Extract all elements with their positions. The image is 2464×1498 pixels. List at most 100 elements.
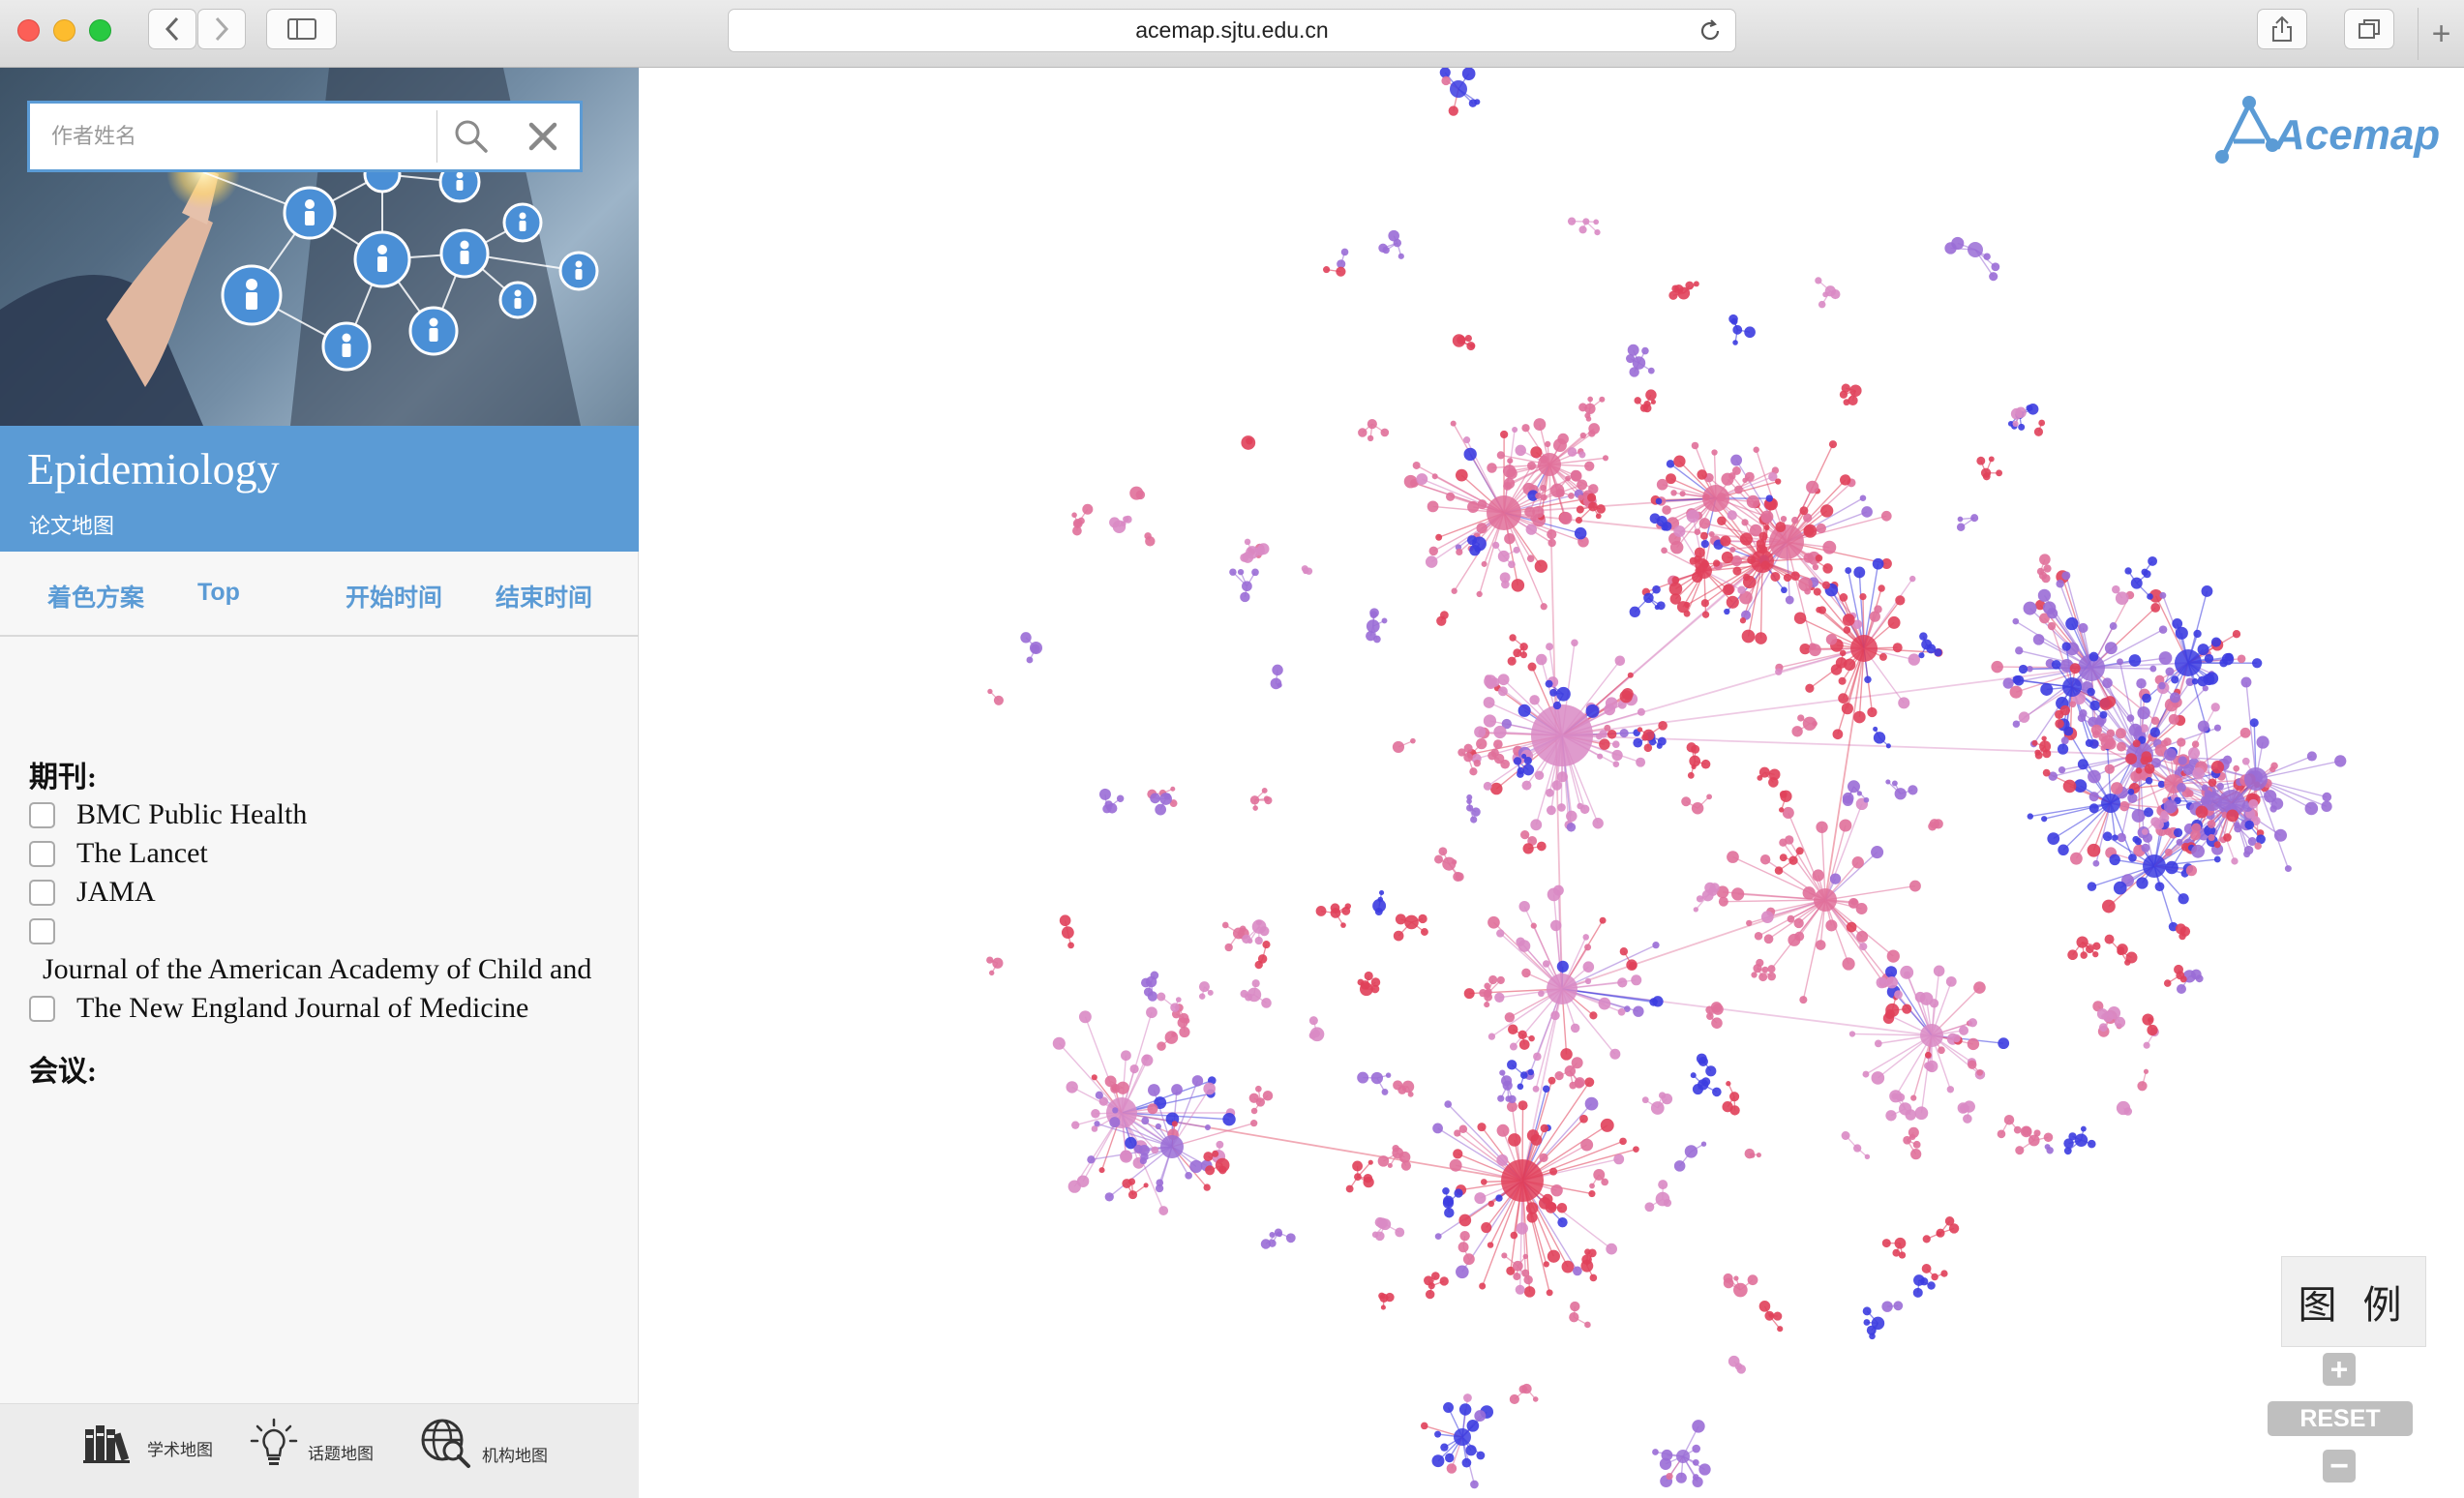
paper-node[interactable] — [1476, 737, 1487, 750]
paper-node[interactable] — [1671, 576, 1680, 584]
paper-node[interactable] — [1747, 555, 1757, 565]
paper-node[interactable] — [1661, 547, 1668, 554]
paper-node[interactable] — [2102, 677, 2113, 689]
paper-node[interactable] — [1894, 1237, 1907, 1249]
paper-node[interactable] — [1369, 611, 1378, 618]
paper-node[interactable] — [2197, 675, 2209, 687]
paper-node[interactable] — [1580, 1259, 1594, 1273]
paper-node[interactable] — [1718, 896, 1728, 907]
journal-checkbox[interactable] — [29, 801, 55, 828]
paper-node[interactable] — [1753, 964, 1762, 974]
paper-node[interactable] — [2047, 621, 2057, 631]
paper-node[interactable] — [1476, 1451, 1486, 1460]
paper-node[interactable] — [1547, 974, 1578, 1004]
paper-node[interactable] — [1839, 390, 1848, 399]
paper-node[interactable] — [1602, 455, 1609, 462]
paper-node[interactable] — [1670, 490, 1677, 496]
paper-node[interactable] — [1454, 1428, 1471, 1446]
paper-node[interactable] — [1263, 795, 1270, 802]
paper-node[interactable] — [1484, 674, 1497, 688]
paper-node[interactable] — [1513, 1273, 1521, 1280]
legend-button[interactable]: 图 例 — [2281, 1256, 2426, 1347]
zoom-out-button[interactable]: − — [2323, 1450, 2356, 1483]
paper-node[interactable] — [1802, 716, 1818, 731]
paper-node[interactable] — [1769, 524, 1804, 559]
paper-node[interactable] — [2076, 936, 2088, 948]
paper-node[interactable] — [1403, 474, 1418, 489]
paper-node[interactable] — [1116, 794, 1125, 802]
paper-node[interactable] — [1496, 975, 1505, 984]
paper-node[interactable] — [1357, 978, 1365, 986]
paper-node[interactable] — [1076, 1175, 1090, 1187]
paper-node[interactable] — [1912, 1287, 1923, 1298]
paper-node[interactable] — [1439, 68, 1451, 78]
paper-node[interactable] — [1878, 584, 1885, 592]
paper-node[interactable] — [1255, 1085, 1262, 1093]
paper-node[interactable] — [1676, 601, 1690, 614]
paper-node[interactable] — [1647, 367, 1655, 374]
paper-node[interactable] — [1527, 461, 1536, 470]
paper-node[interactable] — [1873, 726, 1878, 732]
paper-node[interactable] — [1856, 930, 1869, 943]
paper-node[interactable] — [2116, 1100, 2131, 1116]
back-button[interactable] — [148, 9, 196, 49]
paper-node[interactable] — [1506, 1266, 1516, 1275]
paper-node[interactable] — [1842, 614, 1855, 626]
paper-node[interactable] — [1733, 1275, 1739, 1281]
paper-node[interactable] — [1129, 486, 1144, 500]
paper-node[interactable] — [1521, 1269, 1530, 1277]
paper-node[interactable] — [1595, 513, 1602, 520]
paper-node[interactable] — [1232, 927, 1245, 940]
paper-node[interactable] — [2154, 882, 2165, 892]
paper-node[interactable] — [1676, 1450, 1690, 1463]
paper-node[interactable] — [1876, 976, 1888, 989]
paper-node[interactable] — [1336, 266, 1346, 277]
paper-node[interactable] — [1655, 497, 1663, 505]
paper-node[interactable] — [1427, 1282, 1435, 1290]
paper-node[interactable] — [1645, 389, 1657, 401]
paper-node[interactable] — [2233, 764, 2240, 772]
paper-node[interactable] — [1919, 992, 1934, 1005]
paper-node[interactable] — [1654, 604, 1660, 611]
paper-node[interactable] — [2191, 740, 2200, 748]
paper-node[interactable] — [1121, 1050, 1131, 1062]
paper-node[interactable] — [1501, 1159, 1544, 1202]
paper-node[interactable] — [2069, 701, 2077, 708]
paper-node[interactable] — [1694, 547, 1705, 558]
paper-node[interactable] — [1652, 996, 1664, 1007]
paper-node[interactable] — [1881, 1239, 1891, 1248]
paper-node[interactable] — [1625, 353, 1636, 364]
paper-node[interactable] — [1764, 1310, 1775, 1321]
paper-node[interactable] — [1594, 228, 1601, 236]
paper-node[interactable] — [1494, 992, 1505, 1003]
paper-node[interactable] — [1501, 1252, 1508, 1259]
paper-node[interactable] — [2069, 663, 2081, 674]
paper-node[interactable] — [1756, 539, 1765, 549]
paper-node[interactable] — [2149, 665, 2157, 673]
paper-node[interactable] — [1381, 1088, 1389, 1095]
paper-node[interactable] — [2249, 718, 2259, 728]
paper-node[interactable] — [1799, 506, 1809, 516]
paper-node[interactable] — [1572, 1266, 1582, 1276]
paper-node[interactable] — [2306, 751, 2317, 762]
paper-node[interactable] — [1523, 1286, 1536, 1298]
paper-node[interactable] — [1692, 1458, 1699, 1466]
paper-node[interactable] — [2074, 1133, 2088, 1147]
paper-node[interactable] — [1496, 1124, 1510, 1137]
paper-node[interactable] — [1629, 367, 1639, 377]
paper-node[interactable] — [2101, 794, 2120, 813]
paper-node[interactable] — [1566, 810, 1578, 823]
paper-node[interactable] — [1763, 934, 1774, 944]
paper-node[interactable] — [1758, 973, 1768, 982]
paper-node[interactable] — [1523, 756, 1532, 765]
paper-node[interactable] — [1534, 770, 1545, 780]
paper-node[interactable] — [2015, 406, 2027, 418]
paper-node[interactable] — [2176, 971, 2185, 980]
paper-node[interactable] — [1842, 957, 1855, 971]
paper-node[interactable] — [2012, 674, 2022, 684]
paper-node[interactable] — [1698, 1079, 1709, 1091]
paper-node[interactable] — [1838, 693, 1848, 704]
paper-node[interactable] — [1928, 822, 1938, 831]
journal-item[interactable]: The New England Journal of Medicine — [29, 989, 639, 1028]
paper-node[interactable] — [1619, 1137, 1627, 1146]
